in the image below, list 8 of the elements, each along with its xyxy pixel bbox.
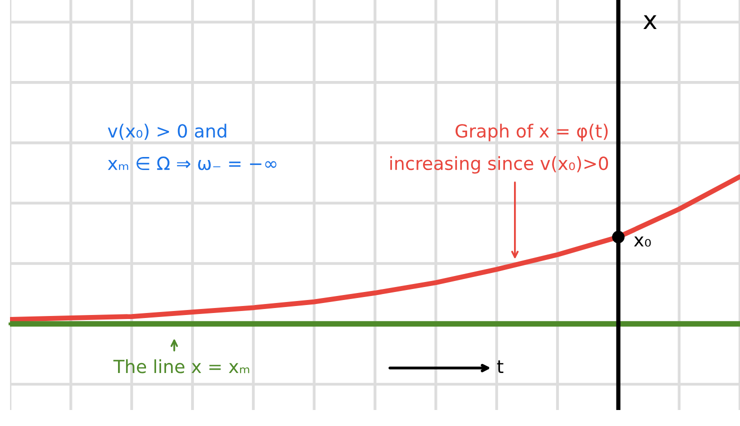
text: xₘ ∈ Ω ⇒ ω₋ = −∞	[108, 156, 276, 170]
text: x	[643, 15, 657, 29]
text: t	[497, 360, 504, 374]
text: The line x = xₘ	[113, 359, 250, 374]
annotation: x₀	[634, 236, 651, 247]
text: increasing since v(x₀)>0	[390, 156, 608, 174]
text: v(x₀) > 0 and	[108, 124, 226, 140]
text: Graph of x = φ(t)	[456, 124, 608, 142]
